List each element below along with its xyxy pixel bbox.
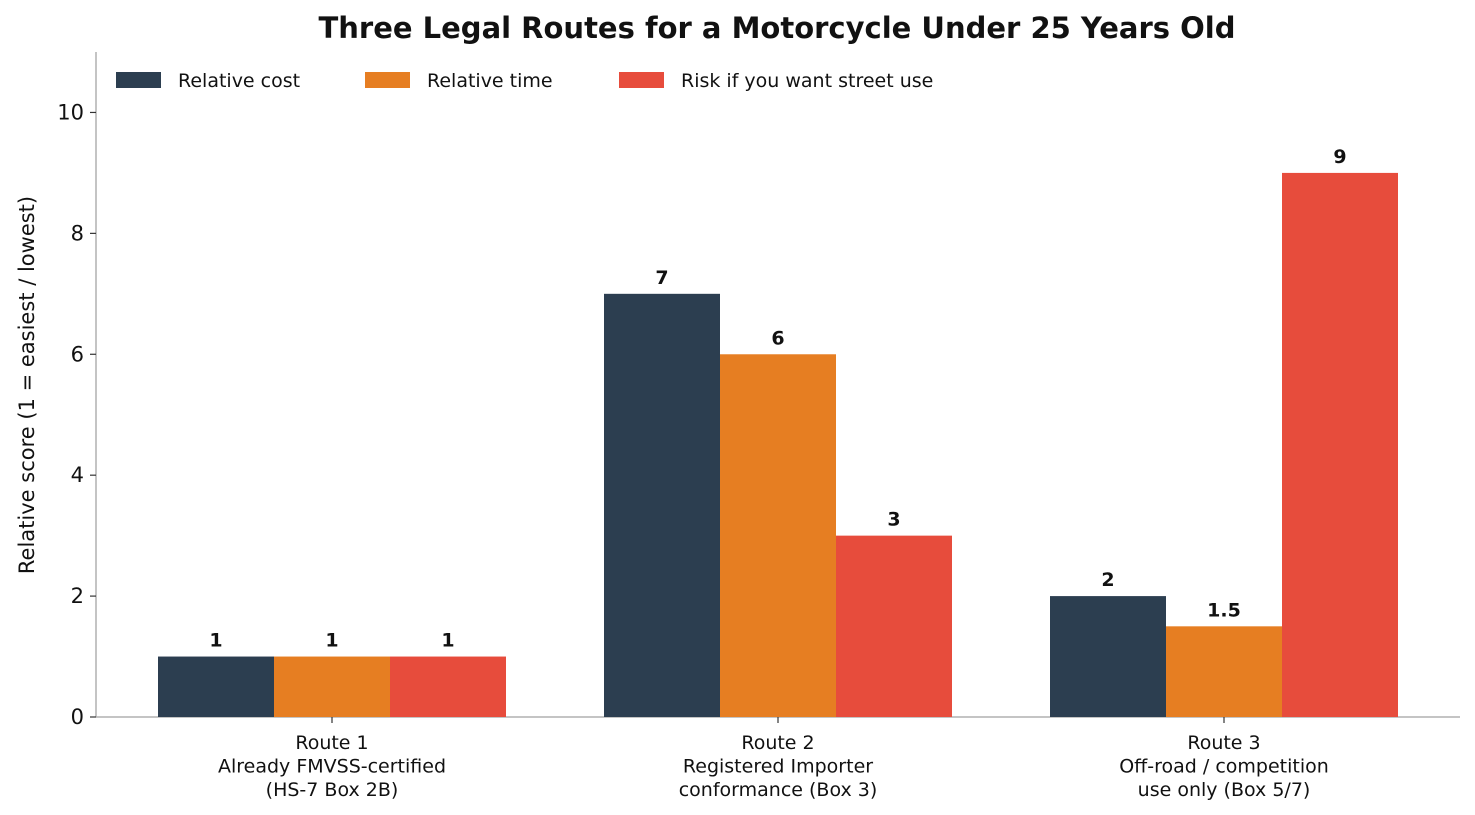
bar bbox=[1282, 172, 1398, 718]
legend-swatch bbox=[116, 72, 161, 88]
bar bbox=[1050, 596, 1166, 717]
bar bbox=[158, 656, 274, 717]
bar-value-label: 1 bbox=[209, 630, 222, 652]
x-tick-label: (HS-7 Box 2B) bbox=[266, 779, 399, 801]
y-tick-label: 0 bbox=[71, 705, 84, 729]
legend-label: Relative cost bbox=[178, 70, 300, 92]
chart-title: Three Legal Routes for a Motorcycle Unde… bbox=[319, 11, 1236, 45]
bar-value-label: 3 bbox=[887, 509, 900, 531]
bar bbox=[720, 354, 836, 717]
y-tick-label: 10 bbox=[57, 100, 84, 124]
x-tick-label: Route 1 bbox=[295, 732, 368, 754]
bar bbox=[1166, 626, 1282, 717]
legend-swatch bbox=[619, 72, 664, 88]
legend-swatch bbox=[365, 72, 410, 88]
bar-value-label: 1 bbox=[441, 630, 454, 652]
x-tick-label: Route 3 bbox=[1187, 732, 1260, 754]
legend: Relative cost Relative time Risk if you wa… bbox=[116, 70, 933, 92]
bar bbox=[274, 656, 390, 717]
y-tick-label: 4 bbox=[71, 463, 84, 487]
bar-value-label: 1 bbox=[325, 630, 338, 652]
bar bbox=[604, 293, 720, 717]
bar-value-label: 9 bbox=[1333, 146, 1346, 168]
legend-label: Relative time bbox=[427, 70, 553, 92]
bar-value-label: 2 bbox=[1101, 569, 1114, 591]
y-tick-label: 8 bbox=[71, 221, 84, 245]
x-tick-label: Registered Importer bbox=[683, 756, 873, 778]
bar-value-label: 6 bbox=[771, 327, 784, 349]
x-tick-label: conformance (Box 3) bbox=[679, 779, 878, 801]
bar-value-label: 7 bbox=[655, 267, 668, 289]
legend-label: Risk if you want street use bbox=[681, 70, 933, 92]
y-tick-label: 2 bbox=[71, 584, 84, 608]
bar bbox=[836, 535, 952, 717]
x-tick-label: Off-road / competition bbox=[1119, 756, 1329, 778]
y-tick-label: 6 bbox=[71, 342, 84, 366]
x-tick-label: Already FMVSS-certified bbox=[218, 756, 446, 778]
bar bbox=[390, 656, 506, 717]
y-axis-label: Relative score (1 = easiest / lowest) bbox=[15, 196, 39, 574]
x-tick-label: Route 2 bbox=[741, 732, 814, 754]
x-tick-label: use only (Box 5/7) bbox=[1138, 779, 1311, 801]
bar-value-label: 1.5 bbox=[1207, 599, 1241, 621]
